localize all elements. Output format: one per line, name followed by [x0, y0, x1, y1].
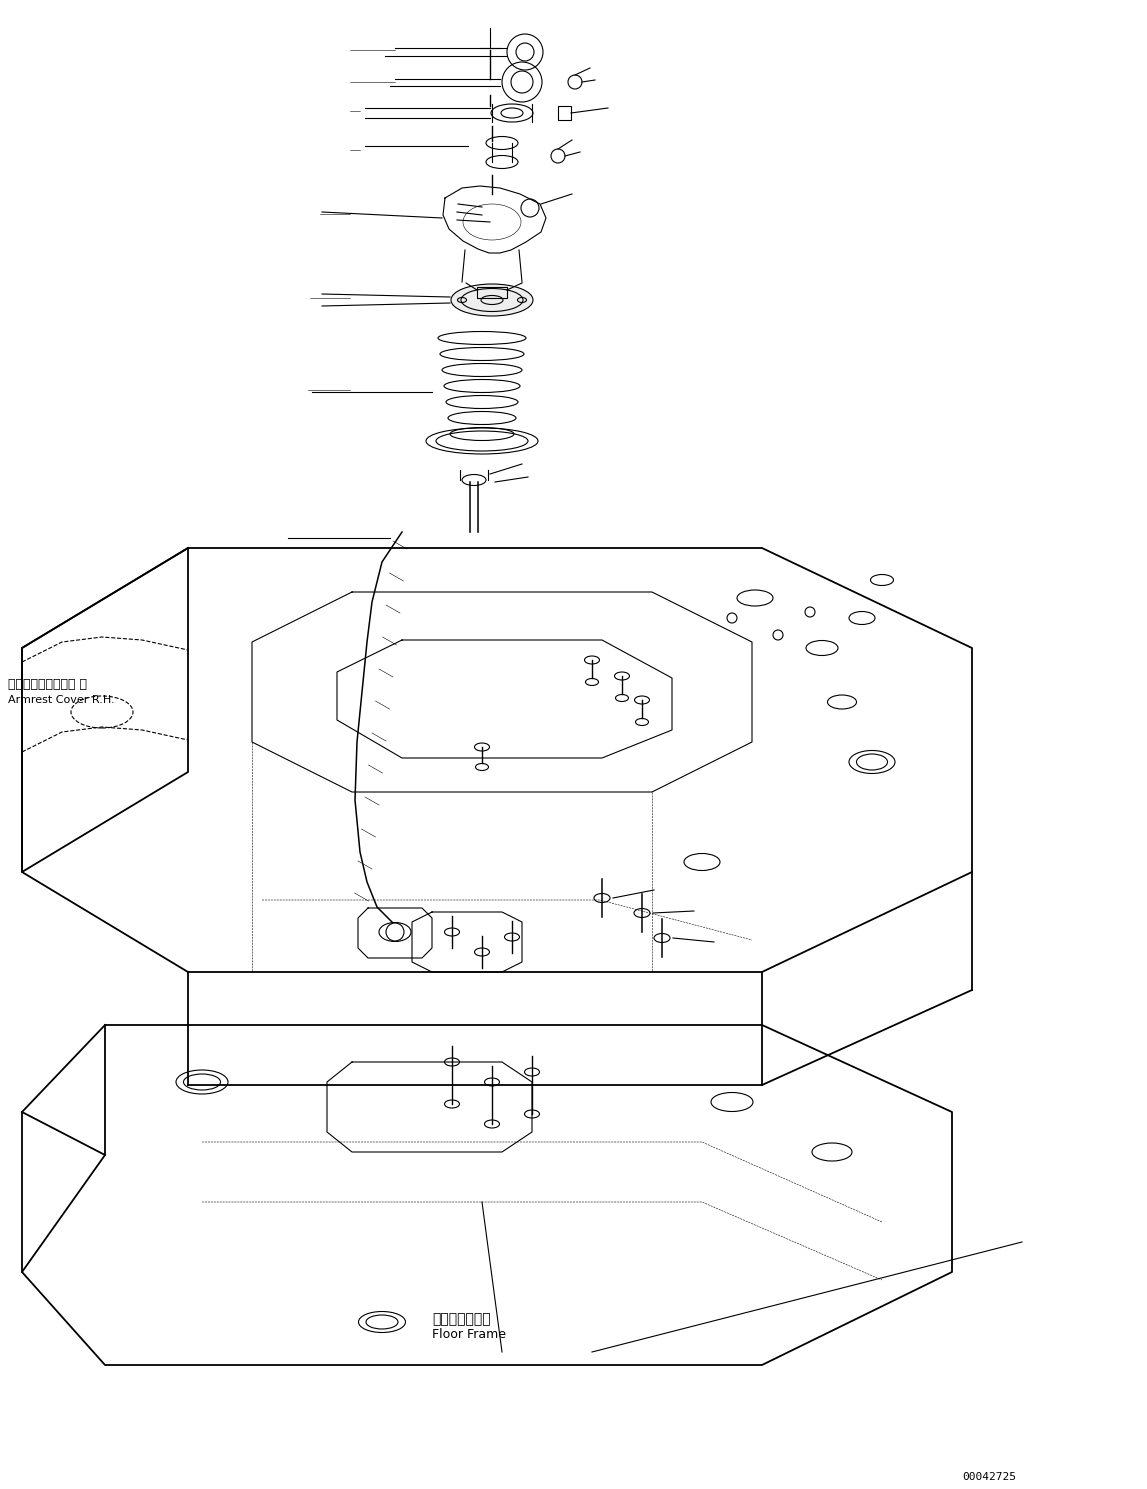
Text: アームレストカバー 右: アームレストカバー 右 — [8, 677, 87, 691]
Text: フロアフレーム: フロアフレーム — [432, 1312, 491, 1327]
Text: Floor Frame: Floor Frame — [432, 1328, 506, 1342]
Bar — [557, 106, 571, 121]
Bar — [477, 287, 507, 298]
Text: Armrest Cover R.H.: Armrest Cover R.H. — [8, 695, 115, 704]
Ellipse shape — [451, 284, 533, 316]
Text: 00042725: 00042725 — [962, 1473, 1016, 1482]
